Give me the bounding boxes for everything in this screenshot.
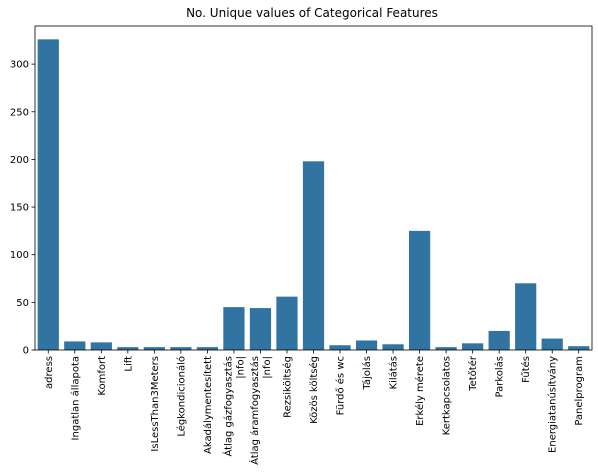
x-tick-label-11: Fürdő és wc bbox=[335, 356, 347, 415]
bar-14 bbox=[408, 230, 431, 350]
x-tick-label-16: Tetőtér bbox=[467, 355, 479, 392]
y-tick-label-4: 200 bbox=[10, 155, 29, 166]
x-tick-label-14: Erkély mérete bbox=[414, 356, 426, 426]
bar-10 bbox=[302, 161, 325, 350]
y-tick-label-0: 0 bbox=[23, 346, 29, 357]
x-tick-label-7: Átlag gázfogyasztás|nfo| bbox=[221, 356, 246, 457]
y-tick-label-2: 100 bbox=[10, 250, 29, 261]
y-axis: 0 50 100 150 200 250 300 bbox=[10, 60, 35, 357]
bar-17 bbox=[488, 330, 510, 350]
y-tick-label-5: 250 bbox=[10, 107, 29, 118]
bar-4 bbox=[143, 347, 165, 350]
bar-19 bbox=[541, 338, 563, 350]
bar-0 bbox=[37, 39, 59, 351]
x-tick-label-3: Lift bbox=[123, 356, 134, 372]
x-tick-label-19: Energiatanúsítvány bbox=[547, 356, 559, 453]
bar-6 bbox=[196, 347, 219, 350]
x-tick-label-9: Rezsiköltség bbox=[281, 356, 293, 418]
x-tick-label-2: Komfort bbox=[97, 356, 108, 396]
bar-11 bbox=[329, 345, 351, 350]
x-tick-label-20: Panelprogram bbox=[574, 356, 585, 426]
y-tick-label-1: 50 bbox=[16, 298, 29, 309]
x-tick-label-12: Tájolás bbox=[361, 356, 373, 391]
bar-2 bbox=[90, 342, 112, 350]
chart-title: No. Unique values of Categorical Feature… bbox=[186, 6, 438, 20]
x-tick-label-8: Átlag áramfogyasztás|nfo| bbox=[248, 356, 273, 465]
x-tick-label-4: IsLessThan3Meters bbox=[150, 356, 161, 452]
x-tick-label-17: Parkolás bbox=[494, 356, 506, 398]
bar-18 bbox=[515, 283, 537, 350]
x-tick-label-6: Akadálymentesített bbox=[202, 356, 214, 454]
x-tick-label-0: adress bbox=[44, 356, 55, 389]
x-tick-label-5: Légkondicionáló bbox=[175, 356, 187, 437]
bars-group bbox=[37, 39, 590, 351]
x-tick-label-13: Kilátás bbox=[388, 356, 400, 390]
plot-frame bbox=[34, 25, 593, 351]
bar-1 bbox=[64, 341, 86, 350]
bar-15 bbox=[435, 347, 457, 350]
x-axis: adress Ingatlan állapota Komfort Lift IsLess… bbox=[44, 350, 585, 465]
y-tick-label-3: 150 bbox=[10, 203, 29, 214]
bar-8 bbox=[249, 308, 272, 350]
bar-7 bbox=[223, 307, 245, 350]
bar-12 bbox=[355, 340, 378, 350]
bar-9 bbox=[276, 296, 298, 350]
bar-20 bbox=[568, 346, 590, 350]
y-tick-label-6: 300 bbox=[10, 60, 29, 71]
x-tick-label-10: Közös költség bbox=[308, 356, 320, 424]
bar-13 bbox=[382, 344, 404, 350]
x-tick-label-18: Fűtés bbox=[520, 356, 532, 383]
x-tick-label-15: Kertkapcsolatos bbox=[442, 356, 453, 435]
x-tick-label-1: Ingatlan állapota bbox=[69, 356, 81, 440]
bar-5 bbox=[170, 347, 192, 350]
bar-16 bbox=[462, 343, 484, 350]
bar-3 bbox=[117, 347, 139, 350]
